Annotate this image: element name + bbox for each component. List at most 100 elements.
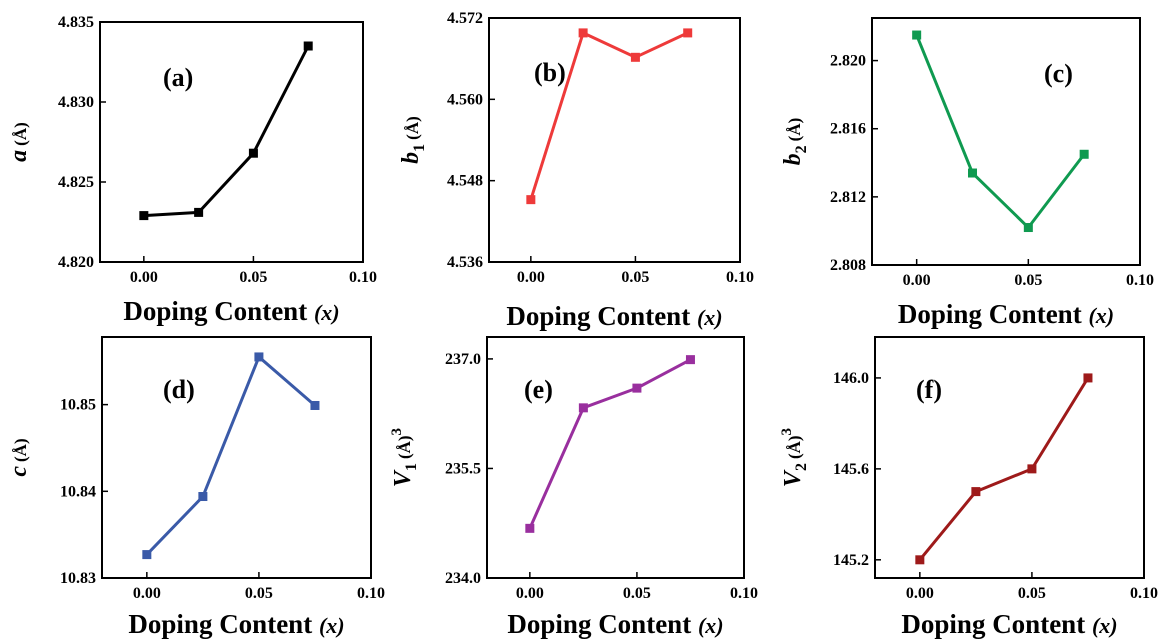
x-tick-label: 0.05 <box>239 269 267 286</box>
data-point <box>1079 149 1089 159</box>
panel-c: 0.00 0.05 0.10 2.808 2.812 2.816 2.820 (c) Dopin… <box>780 17 1154 329</box>
x-tick-label: 0.05 <box>623 585 651 602</box>
y-tick-label: 145.2 <box>833 552 869 569</box>
x-tick-label: 0.05 <box>621 269 649 286</box>
y-axis-label: c(Å) <box>6 438 32 476</box>
y-tick-label: 4.820 <box>58 254 94 271</box>
panel-e: 0.00 0.05 0.10 234.0 235.5 237.0 (e) Doping Con… <box>389 336 758 639</box>
plot-frame <box>871 17 1141 266</box>
series-line <box>915 34 1086 230</box>
x-tick-label: 0.00 <box>130 269 158 286</box>
y-tick-label: 4.830 <box>58 94 94 111</box>
panel-label: (a) <box>163 63 193 92</box>
panel-label: (f) <box>916 375 942 404</box>
plot-frame <box>874 336 1145 579</box>
x-axis-label: Doping Content (x) <box>507 609 723 639</box>
y-tick-label: 235.5 <box>445 460 481 477</box>
data-point <box>139 211 149 221</box>
data-point <box>578 403 588 413</box>
x-tick-label: 0.10 <box>357 585 385 602</box>
x-axis-label: Doping Content (x) <box>123 296 339 326</box>
x-axis-label: Doping Content (x) <box>128 609 344 639</box>
plot-frame <box>101 336 372 579</box>
data-point <box>968 168 977 178</box>
data-point <box>683 28 693 38</box>
x-tick-label: 0.10 <box>1126 272 1154 289</box>
series-line <box>529 31 689 201</box>
data-point <box>1027 464 1037 474</box>
series-line <box>143 45 310 218</box>
data-point <box>248 148 258 158</box>
panel-f: 0.00 0.05 0.10 145.2 145.6 146.0 (f) Doping Con… <box>779 336 1158 639</box>
y-tick-label: 4.536 <box>447 254 483 271</box>
data-point <box>630 52 640 62</box>
panel-label: (b) <box>534 58 566 87</box>
x-tick-label: 0.00 <box>903 272 931 289</box>
data-point <box>198 492 208 502</box>
x-tick-label: 0.05 <box>245 585 273 602</box>
y-tick-label: 234.0 <box>445 570 481 587</box>
series-line <box>145 355 316 556</box>
y-axis-label: b2(Å) <box>780 118 810 166</box>
y-tick-label: 2.808 <box>830 257 866 274</box>
x-tick-label: 0.10 <box>349 269 377 286</box>
y-axis-label: a(Å) <box>6 122 32 162</box>
y-tick-label: 4.572 <box>447 10 483 27</box>
y-tick-label: 4.825 <box>58 174 94 191</box>
x-tick-label: 0.10 <box>726 269 754 286</box>
plot-frame <box>486 336 745 579</box>
data-point <box>310 400 320 410</box>
x-tick-label: 0.10 <box>1130 585 1158 602</box>
x-axis-label: Doping Content (x) <box>898 299 1114 329</box>
y-tick-label: 2.820 <box>830 53 866 70</box>
y-axis-label: V1(Å)3 <box>389 428 420 487</box>
data-point <box>194 207 204 217</box>
x-axis-label: Doping Content (x) <box>901 609 1117 639</box>
data-point <box>578 28 588 38</box>
x-tick-label: 0.00 <box>133 585 161 602</box>
data-point <box>303 41 313 51</box>
data-point <box>1083 373 1093 383</box>
x-tick-label: 0.05 <box>1014 272 1042 289</box>
y-tick-label: 4.548 <box>447 173 483 190</box>
panel-label: (d) <box>163 375 195 404</box>
y-tick-label: 2.816 <box>830 121 866 138</box>
data-point <box>526 195 536 205</box>
y-tick-label: 145.6 <box>833 461 869 478</box>
series-line <box>528 358 692 529</box>
panel-label: (e) <box>524 375 553 404</box>
panel-b: 0.00 0.05 0.10 4.536 4.548 4.560 4.572 (b) Dopin… <box>398 10 754 331</box>
data-point <box>142 550 152 560</box>
panel-a: 0.00 0.05 0.10 4.820 4.825 4.830 4.835 (a) Dopin… <box>6 14 377 326</box>
data-point <box>632 383 642 393</box>
y-tick-label: 10.84 <box>60 483 96 500</box>
series-line <box>918 377 1090 561</box>
plot-frame <box>488 17 741 263</box>
panel-label: (c) <box>1044 59 1073 88</box>
panel-d: 0.00 0.05 0.10 10.83 10.84 10.85 (d) Doping Con… <box>6 336 385 639</box>
y-tick-label: 146.0 <box>833 370 869 387</box>
x-tick-label: 0.00 <box>906 585 934 602</box>
y-tick-label: 237.0 <box>445 351 481 368</box>
y-tick-label: 4.835 <box>58 14 94 31</box>
data-point <box>912 30 922 40</box>
x-tick-label: 0.00 <box>517 269 545 286</box>
y-axis-label: b1(Å) <box>398 116 428 164</box>
y-tick-label: 4.560 <box>447 91 483 108</box>
y-tick-label: 2.812 <box>830 189 866 206</box>
data-point <box>254 352 264 362</box>
x-tick-label: 0.10 <box>730 585 758 602</box>
data-point <box>685 355 695 365</box>
data-point <box>971 487 981 497</box>
y-tick-label: 10.83 <box>60 570 96 587</box>
data-point <box>1023 223 1033 233</box>
y-tick-label: 10.85 <box>60 397 96 414</box>
data-point <box>525 523 535 533</box>
x-tick-label: 0.05 <box>1018 585 1046 602</box>
x-axis-label: Doping Content (x) <box>506 301 722 331</box>
plot-frame <box>99 21 364 263</box>
x-tick-label: 0.00 <box>516 585 544 602</box>
data-point <box>915 555 925 565</box>
y-axis-label: V2(Å)3 <box>779 428 810 487</box>
